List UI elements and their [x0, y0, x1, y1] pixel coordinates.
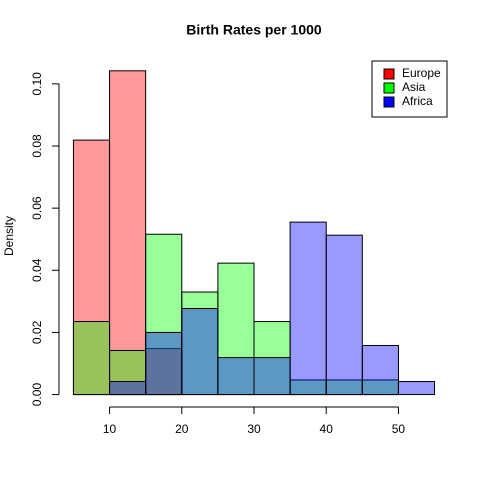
y-axis-label: Density — [2, 216, 16, 256]
legend-label: Europe — [402, 66, 441, 80]
histogram-bar — [253, 357, 291, 396]
y-tick-label: 0.06 — [30, 196, 44, 220]
histogram-bar — [361, 344, 399, 396]
histogram-bar — [72, 139, 111, 396]
histogram-bar — [109, 70, 147, 396]
histogram-bar — [181, 308, 219, 396]
legend-swatch — [383, 68, 395, 80]
histogram-bar — [397, 381, 436, 396]
histogram-bar — [145, 331, 183, 396]
y-tick-label: 0.10 — [30, 72, 44, 96]
histogram-bar — [109, 381, 147, 396]
x-tick-label: 40 — [320, 422, 334, 436]
histogram-bar — [217, 357, 255, 396]
y-tick-label: 0.02 — [30, 320, 44, 344]
legend-swatch — [383, 82, 395, 94]
x-tick-label: 30 — [247, 422, 261, 436]
legend-label: Asia — [402, 80, 426, 94]
x-tick-label: 20 — [175, 422, 189, 436]
chart-title: Birth Rates per 1000 — [186, 22, 322, 38]
x-tick-label: 50 — [392, 422, 406, 436]
x-tick-label: 10 — [103, 422, 117, 436]
histogram-bar — [145, 348, 183, 396]
legend-swatch — [383, 96, 395, 108]
y-tick-label: 0.00 — [30, 383, 44, 407]
histogram-bar — [289, 221, 327, 396]
histogram-bar — [325, 234, 363, 396]
y-tick-label: 0.04 — [30, 258, 44, 282]
histogram-bar — [72, 321, 111, 396]
legend-label: Africa — [402, 94, 433, 108]
y-tick-label: 0.08 — [30, 134, 44, 158]
